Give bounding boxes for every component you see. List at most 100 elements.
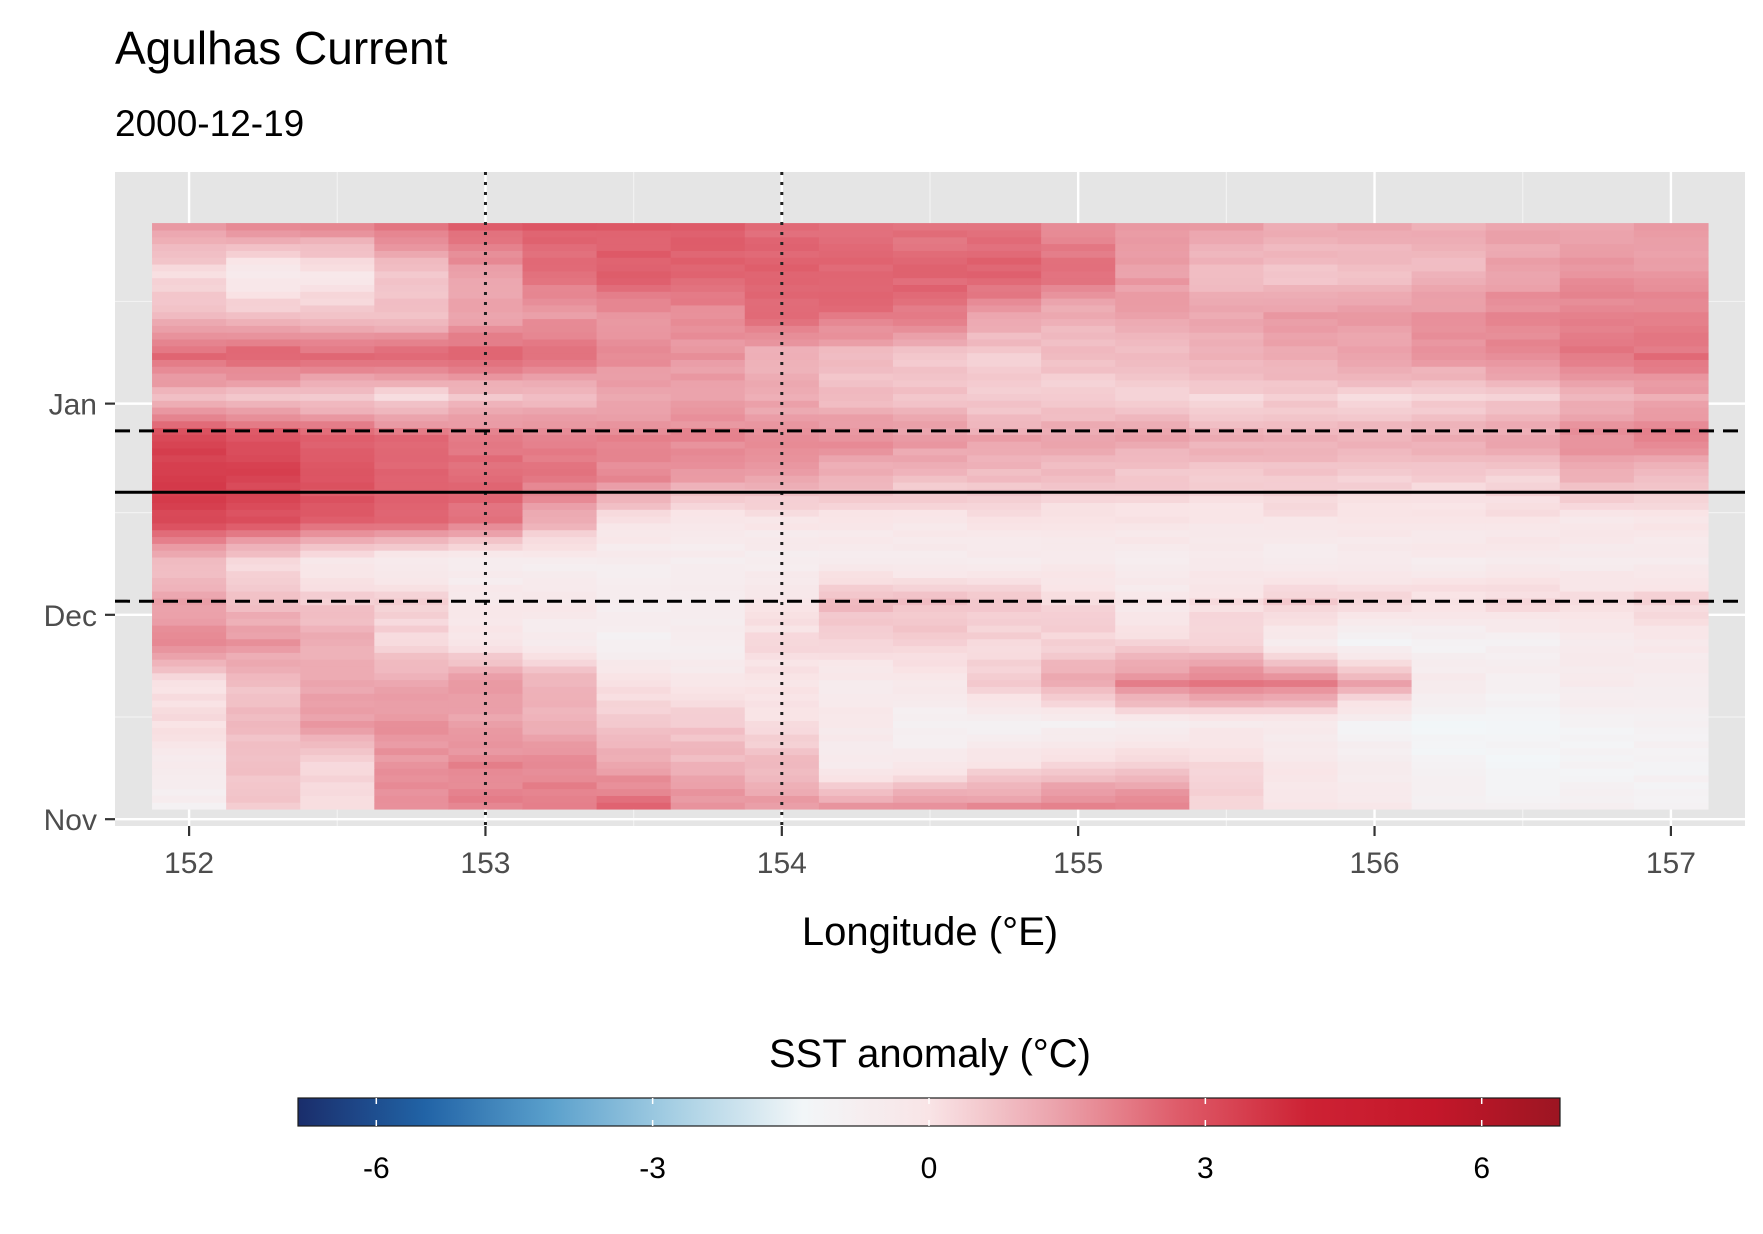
heatmap-tile — [1337, 461, 1413, 469]
heatmap-tile — [1337, 270, 1413, 279]
heatmap-tile — [744, 774, 820, 783]
heatmap-tile — [1633, 420, 1709, 429]
heatmap-tile — [967, 400, 1042, 408]
heatmap-tile — [596, 774, 672, 783]
heatmap-tile — [744, 556, 820, 565]
heatmap-tile — [1189, 713, 1265, 722]
heatmap-tile — [670, 597, 746, 606]
heatmap-tile — [1263, 529, 1339, 538]
heatmap-tile — [522, 413, 598, 422]
heatmap-tile — [1559, 584, 1635, 592]
heatmap-tile — [967, 516, 1042, 524]
heatmap-tile — [1337, 577, 1413, 585]
heatmap-tile — [967, 774, 1042, 783]
heatmap-tile — [226, 686, 301, 694]
heatmap-tile — [152, 311, 227, 320]
chart-title: Agulhas Current — [115, 22, 448, 74]
heatmap-tile — [1485, 263, 1561, 272]
heatmap-tile — [1337, 400, 1413, 408]
heatmap-tile — [1115, 638, 1190, 647]
heatmap-tile — [1041, 475, 1116, 483]
heatmap-tile — [1411, 475, 1487, 483]
heatmap-tile — [1263, 393, 1339, 401]
heatmap-tile — [374, 788, 450, 796]
heatmap-tile — [1115, 618, 1190, 626]
heatmap-tile — [1337, 516, 1413, 524]
heatmap-tile — [596, 475, 672, 483]
heatmap-tile — [300, 720, 375, 728]
heatmap-tile — [1041, 556, 1116, 565]
heatmap-tile — [744, 734, 820, 742]
heatmap-tile — [596, 270, 672, 279]
heatmap-tile — [300, 277, 375, 286]
heatmap-tile — [448, 781, 524, 790]
heatmap-tile — [1337, 584, 1413, 592]
heatmap-tile — [892, 781, 968, 790]
heatmap-tile — [670, 509, 746, 517]
heatmap-tile — [1115, 556, 1190, 565]
heatmap-tile — [1559, 570, 1635, 578]
heatmap-tile — [596, 802, 672, 810]
heatmap-tile — [1633, 754, 1709, 762]
heatmap-tile — [300, 577, 375, 585]
heatmap-tile — [967, 788, 1042, 796]
heatmap-tile — [1263, 386, 1339, 395]
heatmap-tile — [596, 345, 672, 354]
heatmap-tile — [1115, 706, 1190, 715]
heatmap-tile — [892, 475, 968, 483]
heatmap-tile — [448, 257, 524, 265]
heatmap-tile — [1263, 679, 1339, 687]
heatmap-tile — [226, 768, 301, 776]
heatmap-tile — [226, 495, 301, 504]
heatmap-tile — [1263, 257, 1339, 265]
heatmap-tile — [226, 372, 301, 381]
heatmap-tile — [1263, 665, 1339, 674]
heatmap-tile — [152, 795, 227, 803]
heatmap-tile — [226, 407, 301, 415]
heatmap-tile — [1633, 679, 1709, 687]
heatmap-tile — [1411, 672, 1487, 681]
x-tick-label: 152 — [164, 847, 214, 880]
heatmap-tile — [522, 665, 598, 674]
heatmap-tile — [522, 693, 598, 701]
heatmap-tile — [300, 250, 375, 258]
heatmap-tile — [152, 686, 227, 694]
heatmap-tile — [1337, 325, 1413, 333]
heatmap-tile — [1041, 665, 1116, 674]
heatmap-tile — [1263, 229, 1339, 238]
heatmap-tile — [1115, 352, 1190, 360]
heatmap-tile — [522, 366, 598, 374]
heatmap-tile — [818, 611, 894, 619]
heatmap-tile — [1189, 693, 1265, 701]
heatmap-tile — [818, 223, 894, 231]
heatmap-tile — [1485, 699, 1561, 708]
heatmap-tile — [374, 522, 450, 531]
heatmap-tile — [1263, 277, 1339, 286]
heatmap-tile — [1485, 284, 1561, 292]
heatmap-tile — [1115, 434, 1190, 442]
heatmap-tile — [226, 611, 301, 619]
heatmap-tile — [1633, 372, 1709, 381]
heatmap-tile — [1411, 659, 1487, 667]
heatmap-tile — [1263, 223, 1339, 231]
heatmap-tile — [892, 393, 968, 401]
heatmap-tile — [1115, 693, 1190, 701]
heatmap-tile — [596, 556, 672, 565]
heatmap-tile — [1041, 325, 1116, 333]
heatmap-tile — [522, 652, 598, 660]
heatmap-tile — [1263, 774, 1339, 783]
heatmap-tile — [374, 672, 450, 681]
heatmap-tile — [1411, 727, 1487, 735]
heatmap-tile — [1485, 379, 1561, 388]
heatmap-tile — [670, 379, 746, 388]
heatmap-tile — [1337, 638, 1413, 647]
heatmap-tile — [596, 768, 672, 776]
heatmap-tile — [670, 788, 746, 796]
heatmap-tile — [1337, 802, 1413, 810]
heatmap-tile — [596, 781, 672, 790]
heatmap-tile — [226, 713, 301, 722]
heatmap-tile — [1485, 413, 1561, 422]
heatmap-tile — [892, 556, 968, 565]
heatmap-tile — [1189, 638, 1265, 647]
heatmap-tile — [1559, 686, 1635, 694]
